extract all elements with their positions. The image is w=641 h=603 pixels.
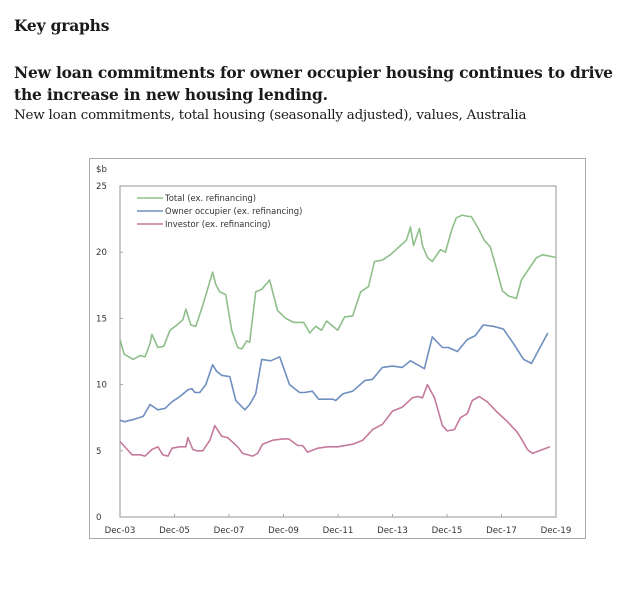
x-tick-label: Dec-11 (323, 526, 354, 536)
x-tick-label: Dec-15 (432, 526, 463, 536)
axes: 0 5 10 15 20 25 $b Dec-03 Dec-05 Dec-07 Dec-09 Dec-… (96, 165, 571, 536)
section-heading: Key graphs (14, 16, 110, 35)
series-line-total (119, 214, 557, 361)
x-tick-label: Dec-13 (377, 526, 408, 536)
series-lines (119, 214, 557, 457)
legend-label: Investor (ex. refinancing) (165, 219, 271, 229)
y-tick-label: 20 (96, 248, 107, 258)
x-tick-label: Dec-17 (486, 526, 517, 536)
x-tick-label: Dec-19 (541, 526, 572, 536)
series-line-investor (119, 383, 551, 457)
legend-label: Owner occupier (ex. refinancing) (165, 206, 302, 216)
y-tick-label: 0 (96, 513, 101, 523)
plot-area (119, 185, 557, 518)
legend: Total (ex. refinancing) Owner occupier (e… (137, 193, 302, 229)
y-tick-label: 10 (96, 381, 107, 391)
series-line-owner (119, 324, 549, 423)
chart-headline: New loan commitments for owner occupier … (14, 63, 613, 104)
y-tick-label: 15 (96, 314, 107, 324)
y-tick-label: 25 (96, 182, 107, 192)
x-tick-label: Dec-03 (105, 526, 136, 536)
y-axis-unit-label: $b (96, 165, 107, 175)
x-tick-label: Dec-07 (214, 526, 245, 536)
x-tick-label: Dec-05 (159, 526, 190, 536)
chart-frame (89, 158, 586, 539)
legend-label: Total (ex. refinancing) (164, 193, 256, 203)
y-tick-label: 5 (96, 447, 101, 457)
chart-subtitle: New loan commitments, total housing (sea… (14, 108, 527, 123)
x-tick-label: Dec-09 (268, 526, 299, 536)
